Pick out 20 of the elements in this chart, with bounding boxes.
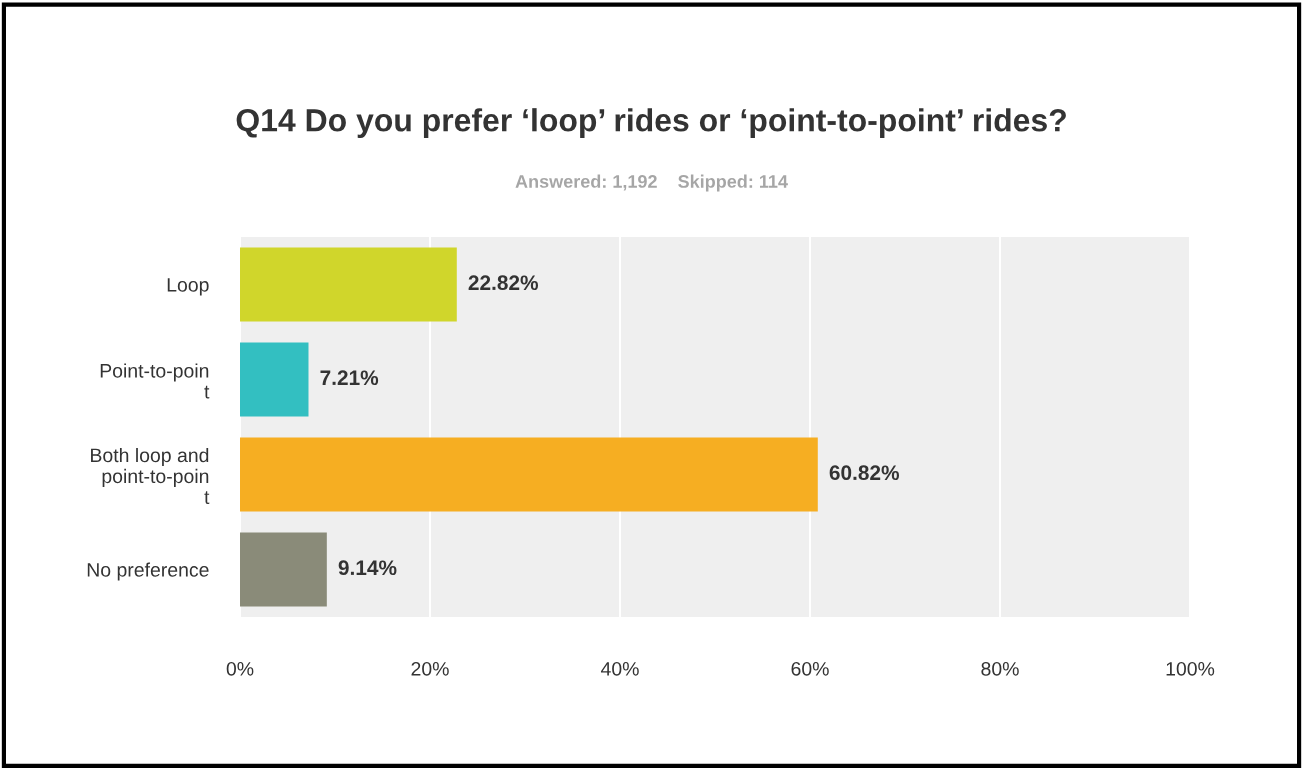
data-label: 7.21% (320, 370, 379, 386)
y-tick-label: No preference (87, 562, 209, 581)
chart-subtitle: Answered: 1,192 Skipped: 114 (515, 174, 788, 192)
y-tick-label: Both loop and point-to-poin t (91, 447, 210, 505)
bar (240, 342, 309, 417)
bar (240, 437, 818, 512)
data-label: 22.82% (468, 275, 539, 291)
chart-title: Q14 Do you prefer ‘loop’ rides or ‘point-to-point’ rides? (236, 108, 1066, 138)
data-label: 60.82% (829, 465, 900, 481)
x-tick-label: 40% (600, 661, 639, 676)
x-tick-label: 0% (226, 661, 254, 676)
x-tick-label: 60% (791, 661, 829, 676)
data-label: 9.14% (338, 560, 397, 576)
x-tick-label: 100% (1166, 661, 1215, 676)
bar (240, 247, 457, 322)
y-tick-label: Loop (167, 278, 209, 296)
y-tick-label: Point-to-poin t (100, 363, 210, 399)
x-tick-label: 20% (411, 661, 449, 676)
bar (240, 532, 327, 607)
x-tick-label: 80% (981, 661, 1019, 676)
